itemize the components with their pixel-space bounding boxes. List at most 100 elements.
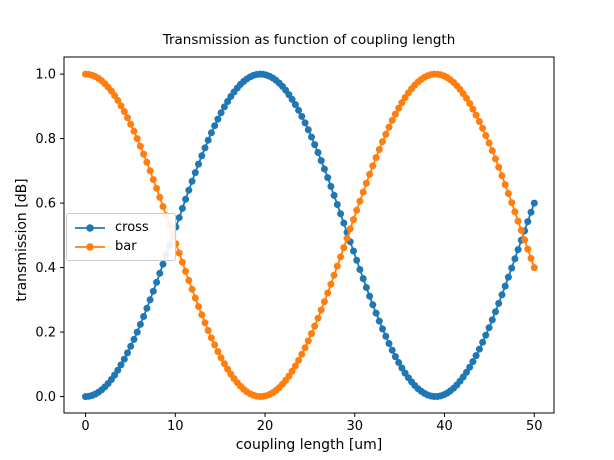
y-tick-label: 0.6 (35, 197, 56, 212)
bar-marker (191, 294, 199, 302)
bar-marker (114, 96, 122, 104)
bar-marker (320, 298, 328, 306)
cross-marker (353, 256, 361, 264)
cross-marker (479, 338, 487, 346)
cross-marker (508, 264, 516, 272)
bar-marker (324, 289, 332, 297)
bar-marker (140, 150, 148, 158)
bar-marker (501, 181, 509, 189)
bar-marker (524, 245, 532, 253)
y-tick-label: 0.4 (35, 261, 56, 276)
cross-marker (182, 195, 190, 203)
bar-marker (482, 132, 490, 139)
cross-marker (185, 186, 193, 194)
bar-marker (211, 341, 219, 349)
bar-marker (395, 104, 403, 112)
bar-marker (388, 116, 396, 124)
x-tick-label: 20 (257, 419, 274, 434)
bar-marker (492, 155, 499, 163)
cross-marker (217, 109, 225, 117)
bar-marker (195, 303, 202, 310)
cross-marker (372, 309, 380, 317)
cross-marker (391, 353, 399, 361)
cross-marker (311, 141, 319, 149)
bar-marker (220, 360, 228, 368)
bar-marker (333, 262, 341, 270)
cross-marker (501, 282, 509, 290)
legend: cross bar (66, 213, 176, 261)
y-axis-label: transmission [dB] (14, 178, 30, 302)
bar-marker (466, 100, 474, 107)
cross-marker (379, 325, 386, 333)
axes-frame (63, 56, 555, 414)
cross-marker (117, 361, 125, 369)
bar-marker (130, 127, 138, 135)
cross-marker (314, 149, 322, 156)
bar-marker (136, 142, 144, 150)
cross-marker (317, 157, 325, 165)
bar-marker (178, 258, 186, 266)
bar-marker (488, 147, 496, 155)
cross-marker (475, 345, 483, 353)
cross-marker (488, 316, 496, 324)
bar-marker (340, 244, 348, 252)
bar-marker (175, 249, 183, 257)
bar-marker (301, 344, 309, 352)
bar-marker (350, 216, 357, 224)
cross-marker (207, 129, 215, 137)
cross-marker (224, 98, 232, 105)
x-tick-label: 50 (526, 419, 543, 434)
cross-marker (472, 352, 480, 360)
bar-marker (295, 356, 303, 364)
bar-marker (398, 99, 406, 107)
cross-marker (366, 292, 374, 300)
cross-marker (127, 342, 135, 350)
cross-marker (204, 136, 212, 144)
cross-marker (375, 317, 383, 325)
cross-marker (527, 208, 535, 216)
cross-marker (220, 103, 228, 111)
bar-marker (346, 225, 354, 233)
cross-marker (214, 115, 222, 123)
bar-marker-sample (86, 242, 94, 251)
cross-marker (482, 331, 490, 339)
bar-marker (207, 334, 215, 342)
bar-marker (508, 199, 516, 207)
y-tick-label: 0.2 (35, 326, 56, 341)
bar-marker (327, 280, 335, 288)
bar-marker (214, 348, 222, 356)
bar-marker (495, 163, 503, 171)
bar-marker (369, 162, 377, 170)
bar-marker (204, 327, 212, 334)
cross-marker (120, 355, 128, 363)
cross-marker (301, 119, 309, 127)
cross-marker (295, 106, 303, 114)
cross-marker (340, 219, 348, 227)
bar-marker (133, 135, 141, 143)
bar-marker (124, 114, 131, 122)
bar-marker (198, 311, 206, 319)
cross-marker (324, 174, 332, 182)
cross-marker (356, 266, 364, 273)
bar-marker (288, 367, 296, 375)
cross-marker (140, 313, 148, 320)
x-tick-label: 0 (81, 419, 89, 434)
bar-marker (504, 190, 512, 197)
bar-marker (143, 158, 151, 166)
cross-marker (327, 182, 335, 190)
bar-marker (511, 208, 519, 216)
bar-marker (153, 184, 161, 192)
bar-marker (530, 264, 538, 272)
cross-swatch (75, 223, 105, 232)
bar-marker (182, 267, 190, 275)
cross-marker (288, 95, 296, 103)
bar-marker (382, 130, 390, 138)
bar-marker (498, 172, 506, 180)
bar-marker (353, 206, 361, 214)
bar-marker (375, 146, 383, 153)
cross-marker (466, 363, 474, 371)
bar-marker (217, 354, 225, 362)
bar-marker (359, 188, 367, 196)
cross-marker (320, 165, 328, 173)
cross-marker (175, 214, 183, 222)
